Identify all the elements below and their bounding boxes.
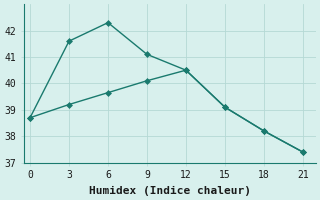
X-axis label: Humidex (Indice chaleur): Humidex (Indice chaleur) xyxy=(89,186,251,196)
